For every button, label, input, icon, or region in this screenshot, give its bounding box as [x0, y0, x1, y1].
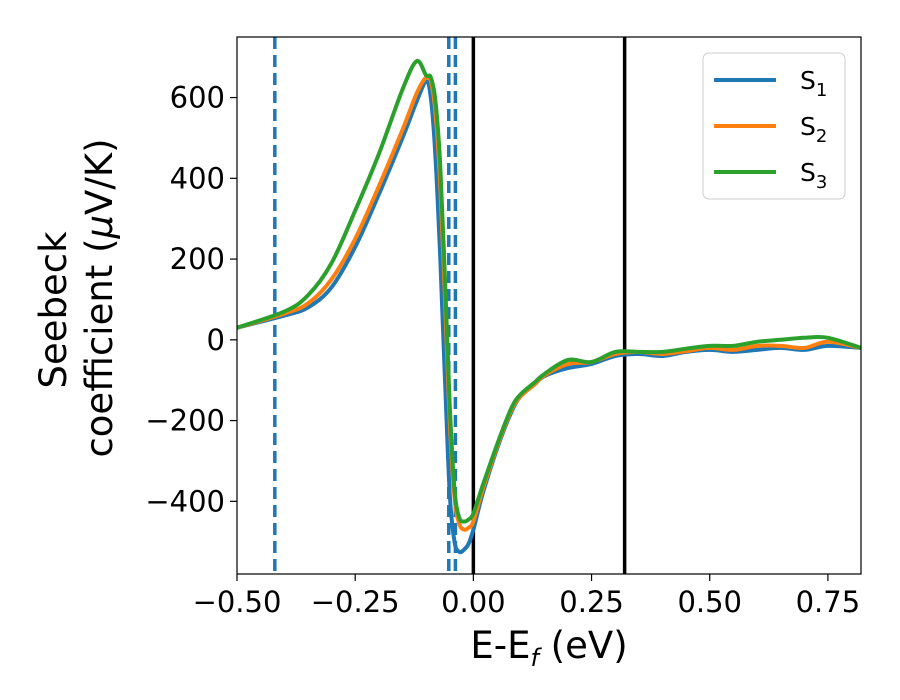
reference-lines	[273, 37, 627, 574]
legend-label-s3: S3	[800, 158, 827, 193]
series-group	[237, 59, 861, 555]
plot-frame	[236, 36, 862, 575]
legend: S1 S2 S3	[702, 52, 846, 200]
x-tick-label: −0.50	[193, 585, 282, 619]
series-line-s3	[237, 59, 861, 524]
y-axis-ticks: −400 −200 0 200 400 600	[145, 81, 237, 518]
x-tick-label: 0.75	[796, 585, 861, 619]
y-tick-label: 400	[170, 161, 225, 195]
legend-label-s1: S1	[800, 66, 827, 101]
y-tick-label: 0	[207, 323, 225, 357]
x-tick-label: −0.25	[311, 585, 400, 619]
y-tick-label: −400	[145, 484, 225, 518]
x-tick-label: 0.25	[559, 585, 624, 619]
x-tick-label: 0.50	[677, 585, 742, 619]
y-axis-label-line2: coefficient (μV/K)	[78, 138, 121, 457]
y-tick-label: 200	[170, 242, 225, 276]
x-axis-ticks: −0.50 −0.25 0.00 0.25 0.50 0.75	[193, 574, 861, 619]
x-axis-label: E-Ef (eV)	[470, 624, 627, 672]
legend-label-s2: S2	[800, 112, 827, 147]
y-tick-label: −200	[145, 404, 225, 438]
y-axis-label-line1: Seebeck	[32, 231, 75, 389]
y-tick-label: 600	[170, 81, 225, 115]
x-tick-label: 0.00	[441, 585, 506, 619]
